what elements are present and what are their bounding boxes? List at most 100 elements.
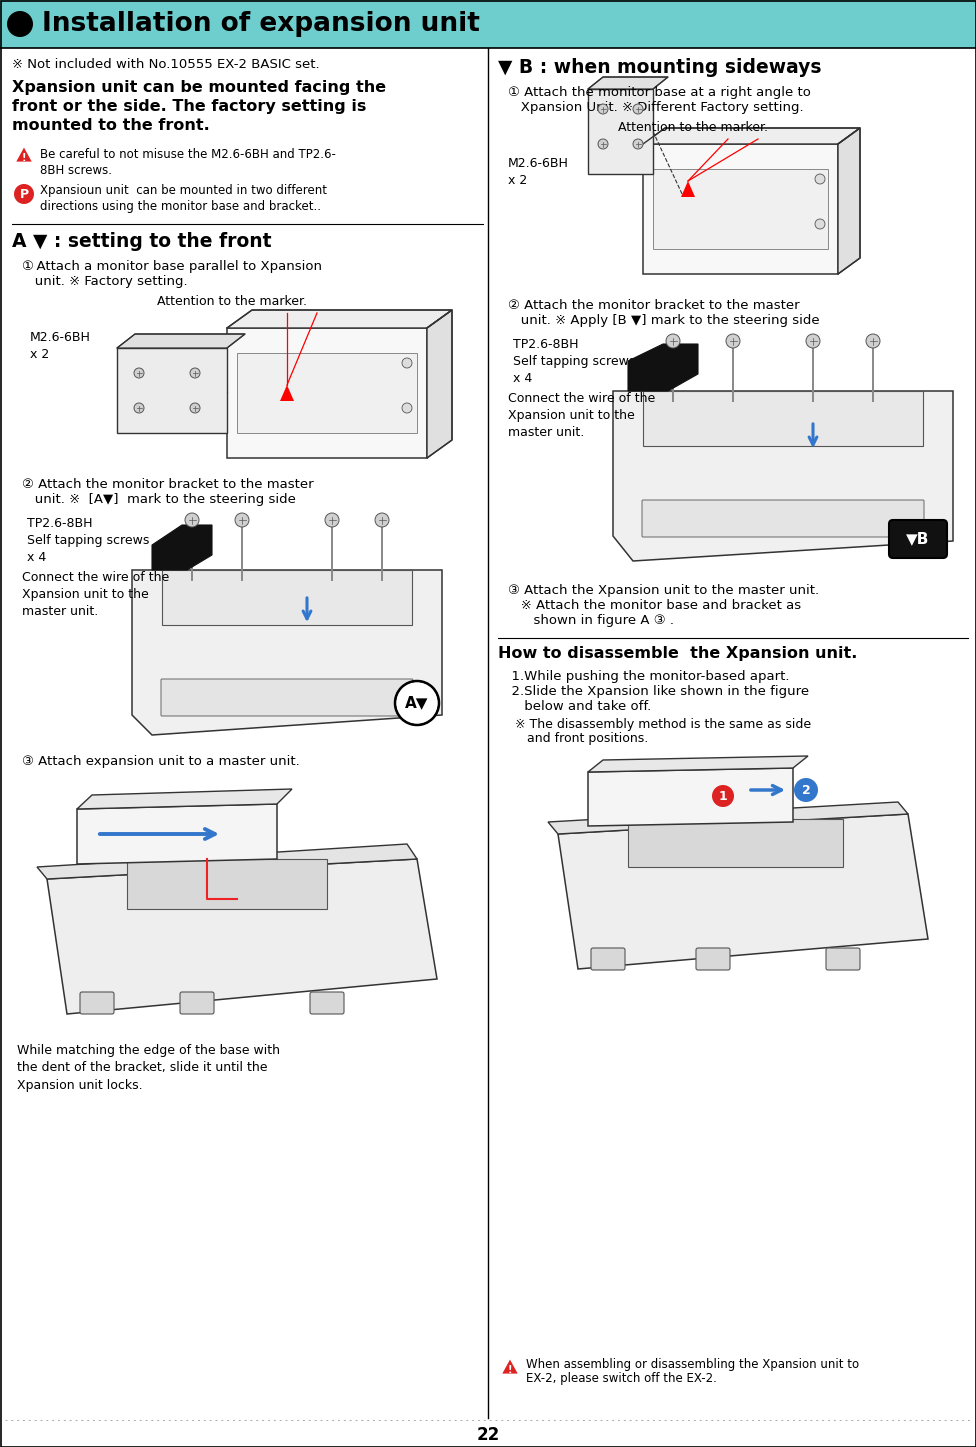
Circle shape xyxy=(633,104,643,114)
Text: A▼: A▼ xyxy=(405,696,428,710)
Text: unit. ※  [A▼]  mark to the steering side: unit. ※ [A▼] mark to the steering side xyxy=(22,493,296,506)
FancyBboxPatch shape xyxy=(237,353,417,433)
Polygon shape xyxy=(548,802,908,833)
FancyBboxPatch shape xyxy=(643,145,838,273)
Circle shape xyxy=(190,368,200,378)
Circle shape xyxy=(134,404,144,412)
Text: 2: 2 xyxy=(801,783,810,796)
FancyBboxPatch shape xyxy=(889,519,947,559)
Circle shape xyxy=(395,682,439,725)
Text: ① Attach a monitor base parallel to Xpansion: ① Attach a monitor base parallel to Xpan… xyxy=(22,260,322,273)
Text: Be careful to not misuse the M2.6-6BH and TP2.6-
8BH screws.: Be careful to not misuse the M2.6-6BH an… xyxy=(40,148,336,177)
Text: Installation of expansion unit: Installation of expansion unit xyxy=(42,12,480,38)
Text: ② Attach the monitor bracket to the master: ② Attach the monitor bracket to the mast… xyxy=(22,478,313,491)
Text: and front positions.: and front positions. xyxy=(503,732,648,745)
FancyBboxPatch shape xyxy=(591,948,625,969)
Text: TP2.6-8BH
Self tapping screws
x 4: TP2.6-8BH Self tapping screws x 4 xyxy=(513,339,635,385)
Circle shape xyxy=(666,334,680,347)
Text: unit. ※ Factory setting.: unit. ※ Factory setting. xyxy=(22,275,187,288)
FancyBboxPatch shape xyxy=(127,860,327,909)
Text: !: ! xyxy=(508,1365,512,1375)
FancyBboxPatch shape xyxy=(161,679,413,716)
Text: ③ Attach expansion unit to a master unit.: ③ Attach expansion unit to a master unit… xyxy=(22,755,300,768)
FancyBboxPatch shape xyxy=(588,90,653,174)
Circle shape xyxy=(375,514,389,527)
Text: ② Attach the monitor bracket to the master: ② Attach the monitor bracket to the mast… xyxy=(508,300,799,313)
Polygon shape xyxy=(47,860,437,1014)
Polygon shape xyxy=(588,768,793,826)
Polygon shape xyxy=(588,755,808,773)
Circle shape xyxy=(235,514,249,527)
Circle shape xyxy=(402,404,412,412)
Text: ▼B: ▼B xyxy=(907,531,930,547)
Polygon shape xyxy=(17,148,31,162)
Circle shape xyxy=(185,514,199,527)
Polygon shape xyxy=(613,391,953,561)
Circle shape xyxy=(815,174,825,184)
FancyBboxPatch shape xyxy=(653,169,828,249)
Circle shape xyxy=(402,357,412,368)
Polygon shape xyxy=(427,310,452,459)
Polygon shape xyxy=(838,127,860,273)
Polygon shape xyxy=(558,815,928,969)
Polygon shape xyxy=(227,310,452,328)
FancyBboxPatch shape xyxy=(642,501,924,537)
Text: EX-2, please switch off the EX-2.: EX-2, please switch off the EX-2. xyxy=(526,1372,717,1385)
Text: Xpansion unit can be mounted facing the
front or the side. The factory setting i: Xpansion unit can be mounted facing the … xyxy=(12,80,386,133)
FancyBboxPatch shape xyxy=(180,993,214,1014)
Circle shape xyxy=(7,12,33,38)
Text: !: ! xyxy=(21,153,26,164)
FancyBboxPatch shape xyxy=(227,328,427,459)
Text: TP2.6-8BH
Self tapping screws
x 4: TP2.6-8BH Self tapping screws x 4 xyxy=(27,517,149,564)
Text: ③ Attach the Xpansion unit to the master unit.: ③ Attach the Xpansion unit to the master… xyxy=(508,585,819,598)
Polygon shape xyxy=(628,344,698,391)
FancyBboxPatch shape xyxy=(826,948,860,969)
FancyBboxPatch shape xyxy=(0,0,976,48)
Text: A ▼ : setting to the front: A ▼ : setting to the front xyxy=(12,232,271,250)
Circle shape xyxy=(598,139,608,149)
Text: 1: 1 xyxy=(718,790,727,803)
Circle shape xyxy=(14,184,34,204)
Polygon shape xyxy=(132,570,442,735)
Polygon shape xyxy=(681,181,695,197)
Text: ※ Attach the monitor base and bracket as: ※ Attach the monitor base and bracket as xyxy=(508,599,801,612)
Polygon shape xyxy=(77,789,292,809)
Text: P: P xyxy=(20,188,28,201)
Circle shape xyxy=(190,404,200,412)
Text: How to disassemble  the Xpansion unit.: How to disassemble the Xpansion unit. xyxy=(498,645,857,661)
Text: Connect the wire of the
Xpansion unit to the
master unit.: Connect the wire of the Xpansion unit to… xyxy=(22,572,169,618)
Polygon shape xyxy=(77,805,277,864)
Polygon shape xyxy=(117,334,245,347)
Circle shape xyxy=(598,104,608,114)
Polygon shape xyxy=(37,844,417,878)
Text: Xpansioun unit  can be mounted in two different
directions using the monitor bas: Xpansioun unit can be mounted in two dif… xyxy=(40,184,327,213)
Polygon shape xyxy=(152,525,212,570)
FancyBboxPatch shape xyxy=(628,819,843,867)
Text: 2.Slide the Xpansion like shown in the figure: 2.Slide the Xpansion like shown in the f… xyxy=(503,684,809,697)
Circle shape xyxy=(806,334,820,347)
Text: Attention to the marker.: Attention to the marker. xyxy=(618,122,768,135)
Polygon shape xyxy=(503,1360,517,1373)
Circle shape xyxy=(134,368,144,378)
FancyBboxPatch shape xyxy=(310,993,344,1014)
FancyBboxPatch shape xyxy=(80,993,114,1014)
Circle shape xyxy=(794,778,818,802)
Text: Connect the wire of the
Xpansion unit to the
master unit.: Connect the wire of the Xpansion unit to… xyxy=(508,392,655,438)
FancyBboxPatch shape xyxy=(643,391,923,446)
Text: ▼ B : when mounting sideways: ▼ B : when mounting sideways xyxy=(498,58,822,77)
Text: Attention to the marker.: Attention to the marker. xyxy=(157,295,307,308)
Circle shape xyxy=(325,514,339,527)
Polygon shape xyxy=(588,77,668,90)
Circle shape xyxy=(866,334,880,347)
Polygon shape xyxy=(643,127,860,145)
Circle shape xyxy=(712,786,734,807)
Circle shape xyxy=(633,139,643,149)
Text: While matching the edge of the base with
the dent of the bracket, slide it until: While matching the edge of the base with… xyxy=(17,1043,280,1092)
Text: ※ The disassembly method is the same as side: ※ The disassembly method is the same as … xyxy=(503,718,811,731)
Text: below and take off.: below and take off. xyxy=(503,700,651,713)
Text: M2.6-6BH
x 2: M2.6-6BH x 2 xyxy=(508,158,569,187)
Polygon shape xyxy=(280,385,294,401)
Circle shape xyxy=(815,218,825,229)
Text: ※ Not included with No.10555 EX-2 BASIC set.: ※ Not included with No.10555 EX-2 BASIC … xyxy=(12,58,319,71)
Text: shown in figure A ③ .: shown in figure A ③ . xyxy=(508,614,674,627)
